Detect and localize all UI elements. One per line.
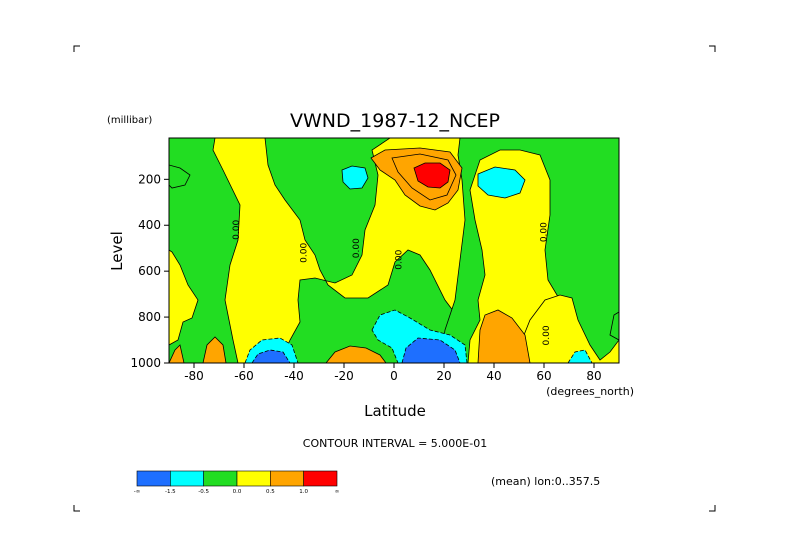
region-cyan-aloft-south — [341, 165, 369, 190]
colorbar-label: 1.0 — [299, 489, 308, 495]
x-tick-label: -80 — [184, 369, 204, 383]
x-units-label: (degrees_north) — [546, 385, 634, 398]
contour-label: 0.00 — [300, 243, 310, 263]
x-axis: -80 -60 -40 -20 0 20 40 60 80 — [184, 363, 602, 383]
contour-label: 0.00 — [352, 238, 362, 258]
y-tick-label: 800 — [138, 310, 161, 324]
y-axis-label: Level — [108, 231, 126, 271]
region-blue-surface-south — [251, 349, 291, 363]
colorbar-swatch — [136, 470, 171, 487]
region-orange-surface-north — [477, 309, 531, 363]
region-yellow-north-pocket — [514, 294, 619, 363]
colorbar-swatch — [303, 470, 338, 487]
x-tick-label: 60 — [536, 369, 551, 383]
y-tick-label: 400 — [138, 218, 161, 232]
region-orange-surface-far-south — [169, 344, 185, 363]
region-blue-surface-central — [401, 337, 461, 363]
colorbar-label: -∞ — [134, 489, 141, 495]
colorbar-swatch — [203, 470, 238, 487]
region-red-max — [413, 162, 451, 189]
contour-label: 0.00 — [540, 222, 550, 242]
chart-title: VWND_1987-12_NCEP — [290, 110, 500, 132]
corner-marks — [73, 45, 716, 512]
region-orange-surface-central — [325, 345, 387, 363]
colorbar-label: ∞ — [335, 489, 340, 495]
contour-interval-text: CONTOUR INTERVAL = 5.000E-01 — [303, 437, 487, 450]
x-tick-label: 40 — [486, 369, 501, 383]
colorbar-label: -1.5 — [165, 489, 176, 495]
region-cyan-aloft-north — [477, 166, 526, 199]
x-axis-label: Latitude — [364, 402, 426, 420]
y-tick-label: 200 — [138, 172, 161, 186]
region-cyan-surface-north — [567, 349, 593, 363]
x-tick-label: -60 — [234, 369, 254, 383]
colorbar: -∞ -1.5 -0.5 0.0 0.5 1.0 ∞ — [134, 470, 340, 495]
x-tick-label: 20 — [436, 369, 451, 383]
contour-label: 0.00 — [395, 249, 405, 269]
colorbar-label: 0.5 — [266, 489, 275, 495]
region-orange-surface-south — [202, 336, 227, 363]
region-green-south — [169, 138, 241, 363]
contour-field — [169, 138, 619, 363]
colorbar-label: -0.5 — [198, 489, 209, 495]
x-tick-label: -40 — [284, 369, 304, 383]
y-tick-label: 600 — [138, 264, 161, 278]
contour-line-aloft — [391, 153, 457, 201]
mean-text: (mean) lon:0..357.5 — [491, 475, 600, 488]
contour-label: 0.00 — [232, 220, 242, 240]
colorbar-swatch — [270, 470, 304, 487]
y-axis: 200 400 600 800 1000 — [130, 172, 169, 370]
contour-labels: 0.00 0.00 0.00 0.00 0.00 0.00 — [232, 220, 552, 346]
colorbar-swatch — [170, 470, 204, 487]
colorbar-swatch — [236, 470, 271, 487]
y-tick-label: 1000 — [130, 356, 161, 370]
region-green-upper-left — [169, 164, 191, 189]
x-tick-label: -20 — [334, 369, 354, 383]
region-green-far-north — [609, 311, 619, 341]
contour-label: 0.00 — [542, 325, 552, 345]
x-tick-label: 0 — [390, 369, 398, 383]
colorbar-label: 0.0 — [233, 489, 242, 495]
x-tick-label: 80 — [586, 369, 601, 383]
y-units-label: (millibar) — [107, 115, 152, 126]
